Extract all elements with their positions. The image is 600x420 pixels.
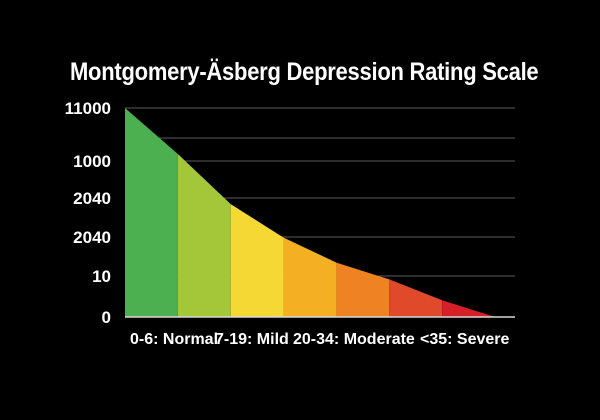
- y-tick-label-3: 2040: [73, 228, 111, 247]
- y-tick-label-5: 0: [102, 308, 111, 327]
- area-segment-2: [230, 204, 284, 317]
- category-label-0: 0-6: Normal: [130, 331, 218, 348]
- area-segment-4: [336, 262, 390, 317]
- category-label-2: 20-34: Moderate: [293, 331, 415, 348]
- category-label-3: <35: Severe: [420, 331, 510, 348]
- area-segment-5: [389, 279, 443, 317]
- y-tick-label-2: 2040: [73, 189, 111, 208]
- area-segment-6: [442, 300, 495, 317]
- area-segment-3: [283, 237, 337, 317]
- area-segment-0: [125, 108, 178, 317]
- chart-title: Montgomery-Äsberg Depression Rating Scal…: [70, 58, 539, 86]
- area-segments: [125, 108, 495, 317]
- y-tick-label-0: 11000: [65, 99, 111, 118]
- area-segment-1: [177, 153, 231, 317]
- y-tick-label-4: 10: [92, 267, 111, 286]
- y-tick-label-1: 1000: [73, 152, 111, 171]
- category-label-1: 7-19: Mild: [215, 331, 289, 348]
- y-tick-labels: 11000 1000 2040 2040 10 0: [65, 99, 111, 327]
